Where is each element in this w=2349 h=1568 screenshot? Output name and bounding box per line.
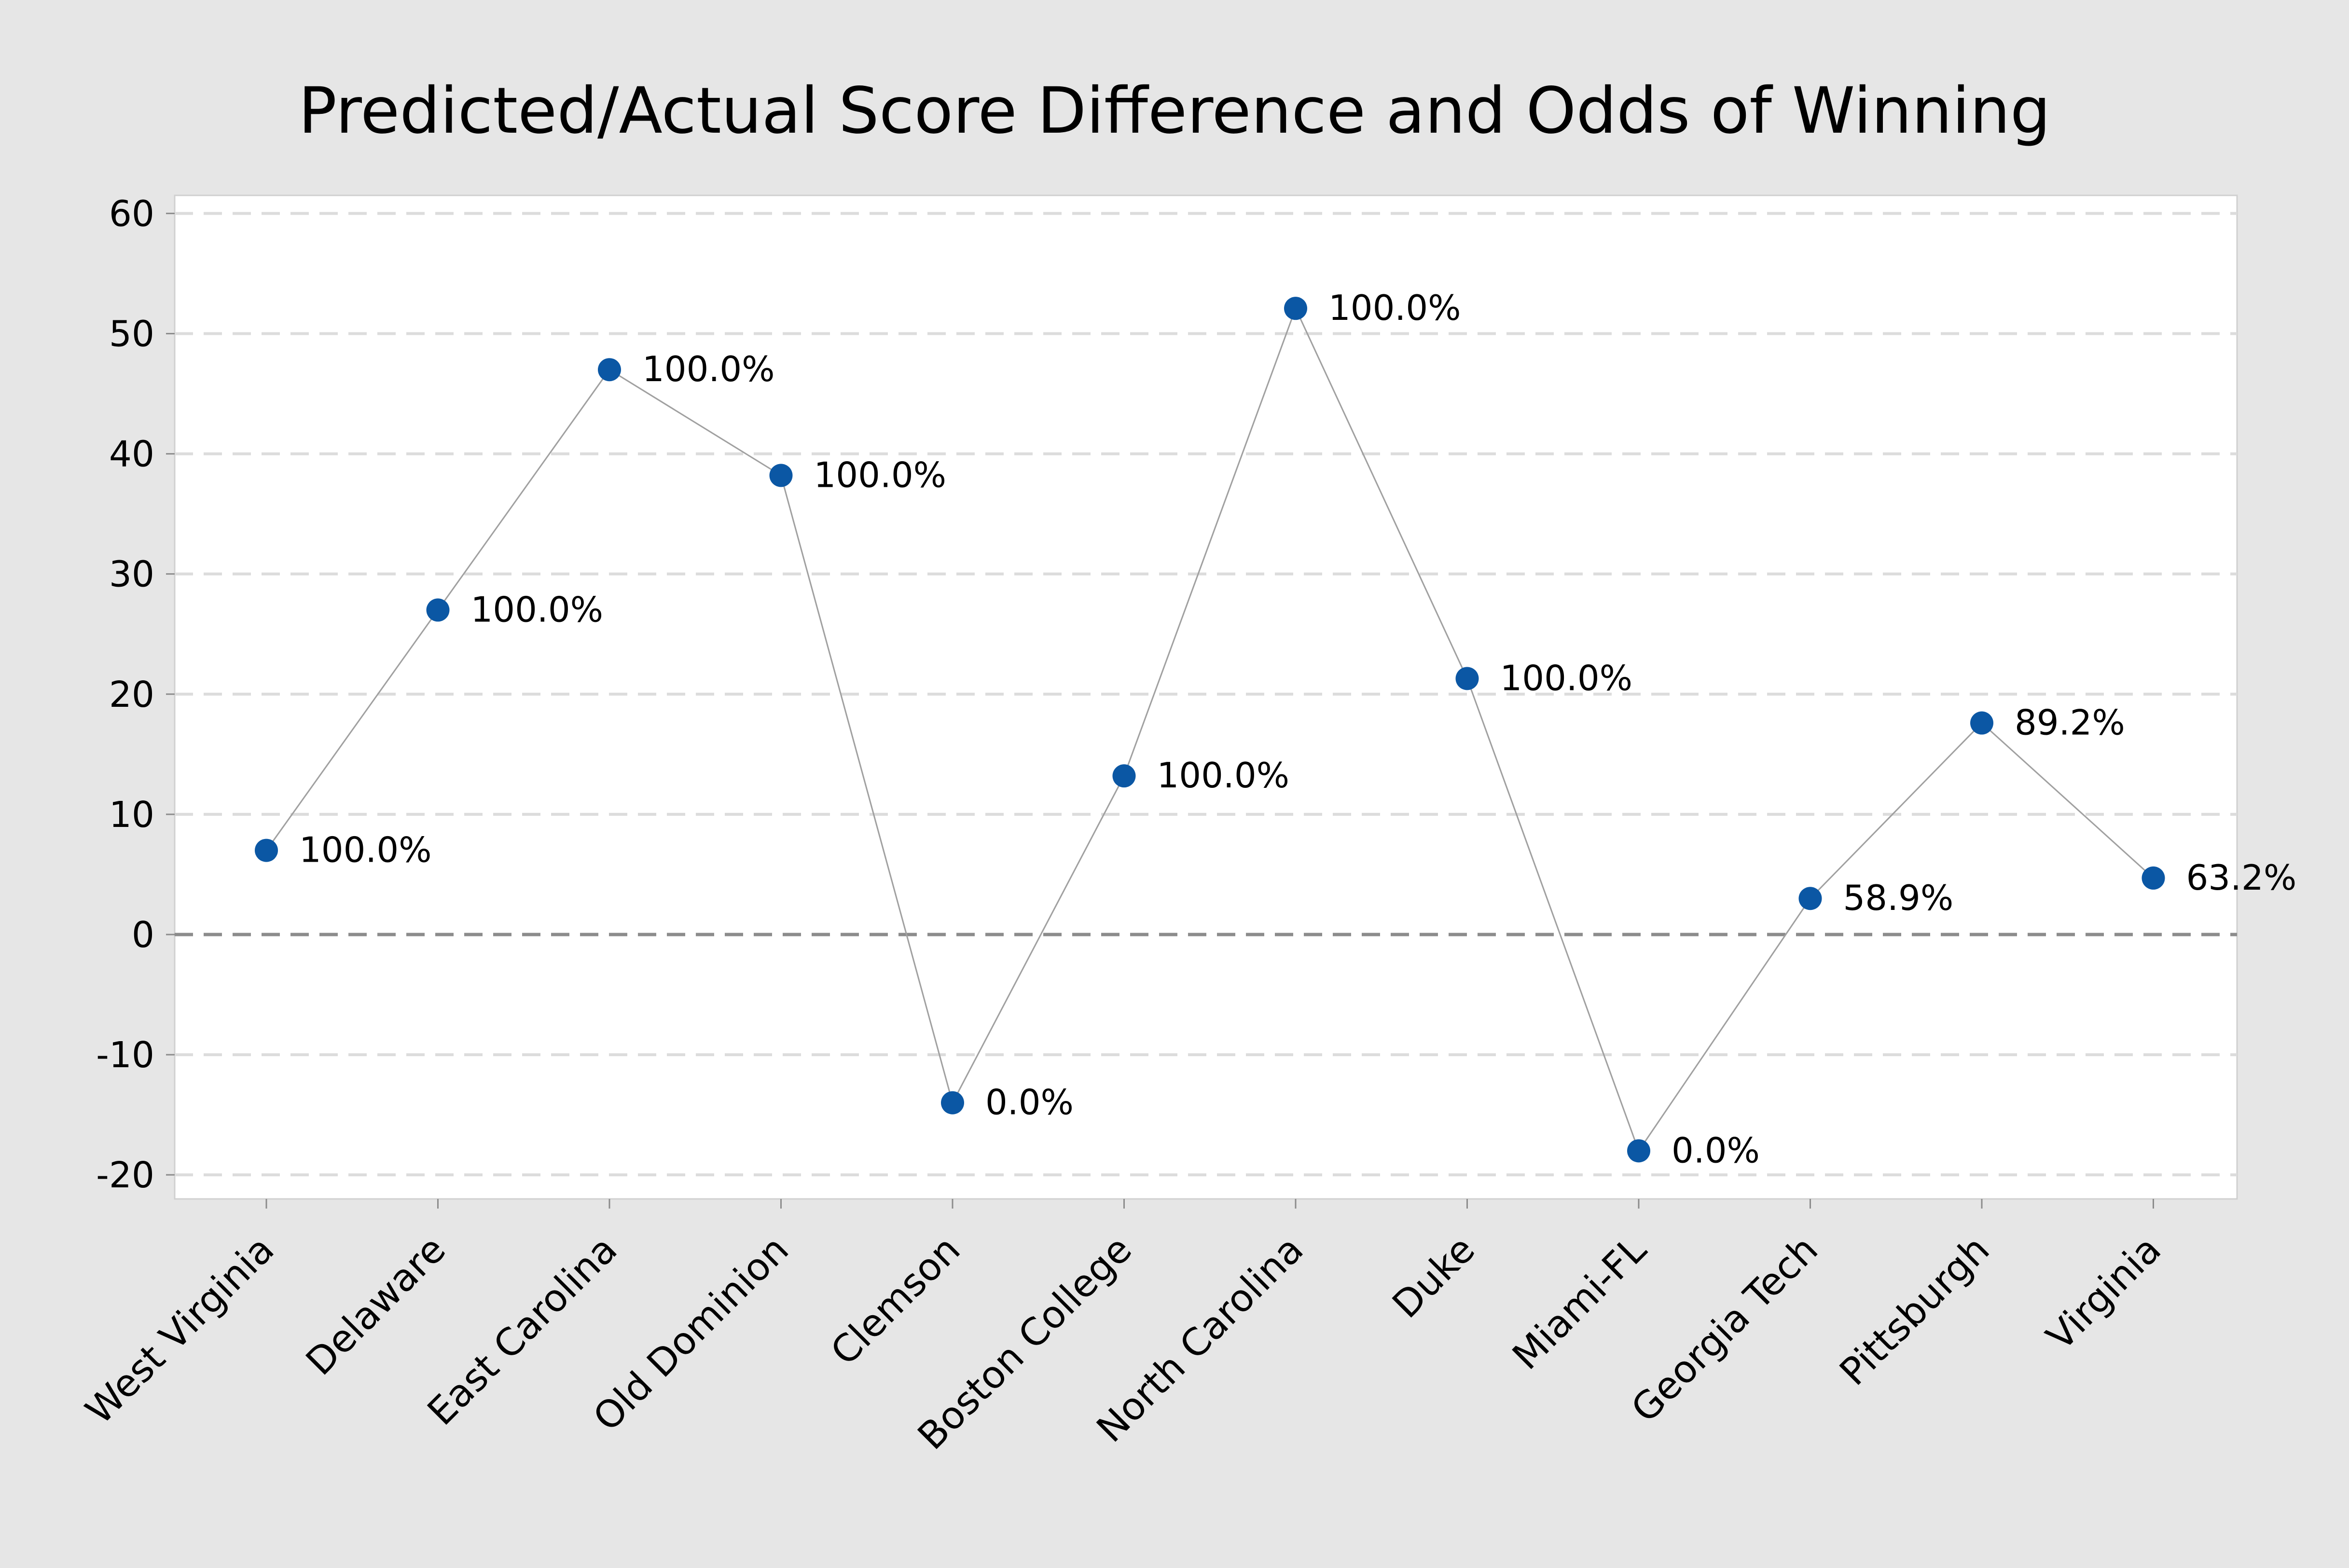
x-category-label: Duke xyxy=(1384,1228,1483,1327)
data-point-label: 0.0% xyxy=(985,1082,1074,1123)
x-category-label: Clemson xyxy=(823,1228,969,1374)
series-line xyxy=(265,306,2154,1153)
data-point-label: 100.0% xyxy=(814,454,947,495)
data-point-label: 89.2% xyxy=(2015,702,2125,743)
y-tick-label: 50 xyxy=(109,313,154,355)
y-tick-label: 20 xyxy=(109,674,154,715)
data-point xyxy=(598,358,621,382)
x-category-label: West Virginia xyxy=(78,1228,283,1433)
plot-area xyxy=(174,194,2238,1200)
data-point xyxy=(1627,1139,1650,1163)
y-tick-label: 10 xyxy=(109,794,154,836)
data-point-label: 0.0% xyxy=(1672,1130,1760,1170)
data-point-label: 58.9% xyxy=(1843,878,1954,918)
x-category-label: Delaware xyxy=(298,1228,454,1384)
data-point-label: 100.0% xyxy=(299,830,432,870)
data-point-label: 100.0% xyxy=(1500,658,1633,698)
data-point-label: 100.0% xyxy=(642,349,775,389)
chart-title: Predicted/Actual Score Difference and Od… xyxy=(298,74,2050,148)
y-tick-label: 30 xyxy=(109,554,154,595)
data-point xyxy=(769,464,793,487)
data-point xyxy=(1970,711,1993,735)
y-axis: 60 50 40 30 20 10 0 -10 -20 xyxy=(96,193,175,1196)
x-category-label: Virginia xyxy=(2038,1228,2169,1359)
data-point-label: 63.2% xyxy=(2186,857,2297,898)
data-point xyxy=(1284,297,1307,320)
data-point-label: 100.0% xyxy=(471,589,604,630)
data-point xyxy=(255,839,278,862)
data-point xyxy=(426,598,450,622)
y-tick-label: 60 xyxy=(109,193,154,234)
data-point xyxy=(1798,887,1822,910)
data-labels: 100.0% 100.0% 100.0% 100.0% 0.0% 100.0% 100.0%… xyxy=(299,288,2296,1170)
data-point-label: 100.0% xyxy=(1328,288,1461,328)
gridlines xyxy=(175,212,2237,1177)
y-tick-label: -20 xyxy=(96,1155,154,1196)
y-tick-label: -10 xyxy=(96,1034,154,1076)
data-point-label: 100.0% xyxy=(1157,755,1290,796)
data-point xyxy=(1112,764,1136,788)
data-point xyxy=(2142,866,2165,890)
y-tick-label: 40 xyxy=(109,434,154,475)
x-category-label: Pittsburgh xyxy=(1832,1228,1998,1394)
y-tick-label: 0 xyxy=(132,914,154,956)
data-points xyxy=(255,297,2165,1163)
data-point xyxy=(941,1091,964,1114)
data-point xyxy=(1455,667,1479,690)
series-polyline xyxy=(265,306,2154,1153)
x-category-label: Miami-FL xyxy=(1505,1227,1655,1378)
